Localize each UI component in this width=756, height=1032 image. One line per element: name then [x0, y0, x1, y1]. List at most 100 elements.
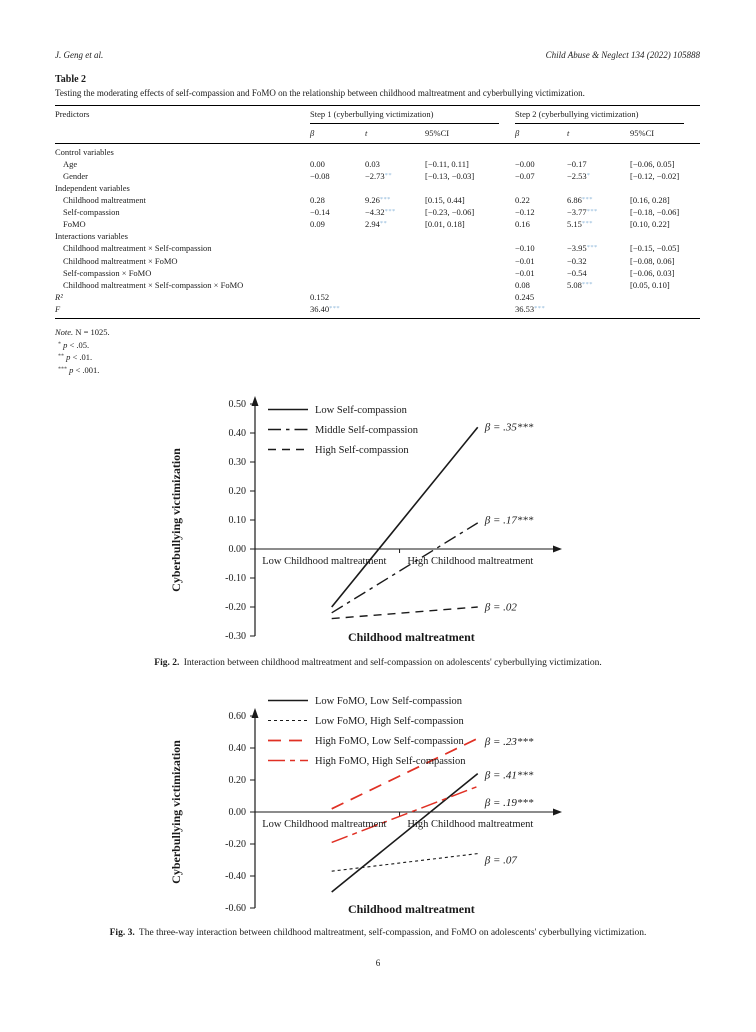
fig3-caption-text: The three-way interaction between childh… — [138, 928, 647, 938]
table-cell: −0.32 — [567, 255, 587, 266]
table-cell: 2.94** — [365, 219, 388, 230]
table-row: Childhood maltreatment × FoMO −0.01 −0.32 [… — [55, 255, 700, 267]
table-cell — [630, 183, 700, 195]
table-cell — [515, 144, 567, 159]
table-cell — [365, 255, 425, 267]
footnote: *** p < .001. — [58, 365, 100, 375]
table-cell: −0.17 — [567, 159, 587, 170]
beta-annotation: β = .02 — [484, 602, 518, 614]
table-cell: [0.05, 0.10] — [630, 279, 670, 290]
table-cell — [515, 183, 567, 195]
x-category-label-high: High Childhood maltreatment — [407, 819, 533, 830]
beta-annotation: β = .35*** — [484, 422, 534, 434]
y-tick-label: 0.20 — [229, 486, 247, 497]
significance-stars: *** — [329, 304, 341, 312]
y-tick-label: -0.20 — [225, 839, 246, 850]
series-line — [331, 426, 479, 608]
y-tick-label: -0.30 — [225, 631, 246, 642]
table-cell — [365, 183, 425, 195]
table-cell — [630, 231, 700, 243]
table-cell: −3.77*** — [567, 207, 598, 218]
table-cell — [365, 267, 425, 279]
table-cell: [0.10, 0.22] — [630, 219, 670, 230]
table-row: Childhood maltreatment 0.28 9.26*** [0.15, … — [55, 195, 700, 207]
table-cell: [−0.06, 0.03] — [630, 267, 675, 278]
table-cell — [365, 243, 425, 255]
table-cell: −0.12 — [515, 207, 535, 218]
table-row: Childhood maltreatment × Self-compassion… — [55, 279, 700, 291]
column-header-ci2: 95%CI — [630, 126, 701, 145]
footnote-stars: * — [58, 341, 61, 347]
table-cell: 0.152 — [310, 291, 330, 302]
column-header-predictors: Predictors — [55, 105, 310, 145]
significance-stars: *** — [586, 244, 598, 252]
legend-label: Low FoMO, High Self-compassion — [315, 716, 464, 727]
y-tick-label: 0.60 — [229, 711, 247, 722]
row-label: Childhood maltreatment × FoMO — [63, 255, 178, 266]
table-cell: 0.03 — [365, 159, 380, 170]
series-line — [331, 785, 478, 844]
table-notes: Note. N = 1025. * p < .05. ** p < .01. ***… — [55, 326, 700, 377]
table-cell: −3.95*** — [567, 243, 598, 254]
x-axis-title: Childhood maltreatment — [348, 902, 475, 916]
series-line — [331, 737, 479, 810]
table-row: Self-compassion −0.14 −4.32*** [−0.23, −0.0… — [55, 207, 700, 219]
table-cell — [567, 183, 630, 195]
table-cell — [365, 279, 425, 291]
table-cell — [567, 291, 630, 303]
table-cell — [425, 279, 515, 291]
table-cell: −0.01 — [515, 267, 535, 278]
running-head: J. Geng et al. Child Abuse & Neglect 134… — [55, 50, 700, 60]
table-group-header-row: Predictors Step 1 (cyberbullying victimi… — [55, 105, 700, 145]
author-header: J. Geng et al. — [55, 50, 104, 60]
table-cell: 5.08*** — [567, 279, 593, 290]
figure-3: 0.60 0.40 0.20 0.00 -0.20 -0.40 -0.60 β = .41**… — [150, 694, 590, 931]
table-cell — [310, 231, 365, 243]
table-cell — [310, 144, 365, 159]
column-group-step1: Step 1 (cyberbullying victimization) — [310, 106, 515, 127]
significance-stars: ** — [384, 172, 392, 179]
row-label: Interactions variables — [55, 231, 128, 242]
fig3-caption: Fig. 3. The three-way interaction betwee… — [0, 928, 756, 938]
table-cell — [567, 231, 630, 243]
table-row: Gender −0.08 −2.73** [−0.13, −0.03] −0.07 −2.… — [55, 171, 700, 183]
beta-annotation: β = .23*** — [484, 736, 534, 748]
y-tick-label: -0.60 — [225, 903, 246, 914]
table-row: Childhood maltreatment × Self-compassion… — [55, 243, 700, 255]
table-cell: 0.245 — [515, 291, 535, 302]
x-category-label-low: Low Childhood maltreatment — [262, 819, 386, 830]
y-axis-title: Cyberbullying victimization — [169, 740, 183, 884]
table-cell — [425, 243, 515, 255]
row-label: Self-compassion — [63, 207, 120, 218]
beta-annotation: β = .17*** — [484, 515, 534, 527]
fig2-label: Fig. 2. — [154, 658, 180, 668]
table-caption: Testing the moderating effects of self-c… — [55, 88, 585, 98]
row-label: Childhood maltreatment × Self-compassion… — [63, 279, 244, 290]
beta-annotation: β = .07 — [484, 855, 518, 867]
table-cell — [425, 303, 515, 318]
column-header-t1: t — [365, 126, 425, 145]
table-cell: 0.09 — [310, 219, 325, 230]
footnote-stars: ** — [58, 353, 64, 360]
fig2-interaction-chart: 0.50 0.40 0.30 0.20 0.10 0.00 -0.10 -0.20 -0.30 β… — [169, 396, 562, 644]
significance-stars: *** — [581, 220, 593, 228]
table-cell — [630, 144, 700, 159]
beta-annotation: β = .41*** — [484, 770, 534, 782]
table-cell: −0.54 — [567, 267, 587, 278]
table-cell — [567, 144, 630, 159]
note-line: Note. N = 1025. — [55, 326, 700, 339]
table-cell: −0.08 — [310, 171, 330, 182]
x-category-label-low: Low Childhood maltreatment — [262, 556, 386, 567]
significance-stars: *** — [581, 280, 593, 288]
table-cell: 5.15*** — [567, 219, 593, 230]
journal-header: Child Abuse & Neglect 134 (2022) 105888 — [545, 50, 700, 60]
series-line — [331, 772, 479, 893]
fig2-caption-text: Interaction between childhood maltreatme… — [183, 658, 602, 668]
y-tick-label: 0.00 — [229, 544, 247, 555]
table-cell: −0.10 — [515, 243, 535, 254]
table-cell — [310, 267, 365, 279]
x-axis-title: Childhood maltreatment — [348, 630, 475, 644]
column-group-step2: Step 2 (cyberbullying victimization) — [515, 106, 700, 127]
table-cell — [630, 291, 700, 303]
